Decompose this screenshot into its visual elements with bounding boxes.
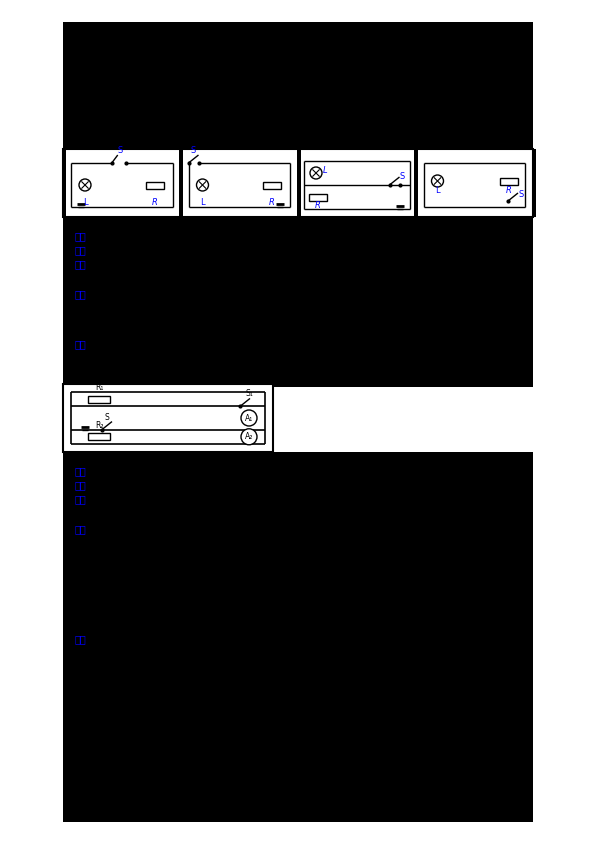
Circle shape bbox=[79, 179, 91, 191]
Bar bbox=[63, 384, 273, 452]
Text: L: L bbox=[83, 198, 87, 207]
Text: R: R bbox=[269, 198, 275, 207]
Text: R₂: R₂ bbox=[95, 421, 104, 429]
Text: 考点: 考点 bbox=[75, 231, 87, 241]
Text: 解答: 解答 bbox=[75, 289, 87, 299]
Bar bbox=[414, 149, 418, 217]
Bar bbox=[88, 434, 110, 440]
Bar bbox=[63, 149, 533, 217]
Text: 点评: 点评 bbox=[75, 339, 87, 349]
Text: L: L bbox=[435, 186, 440, 195]
Text: S: S bbox=[105, 413, 109, 422]
Bar bbox=[263, 182, 281, 189]
Text: S: S bbox=[518, 190, 524, 199]
Text: 专题: 专题 bbox=[75, 245, 87, 255]
Circle shape bbox=[431, 175, 443, 187]
Circle shape bbox=[241, 429, 257, 445]
Text: 专题: 专题 bbox=[75, 480, 87, 490]
Bar bbox=[531, 149, 536, 217]
Bar bbox=[63, 217, 533, 387]
Circle shape bbox=[310, 167, 322, 179]
Bar bbox=[500, 178, 518, 184]
Text: 点评: 点评 bbox=[75, 634, 87, 644]
Text: L: L bbox=[200, 198, 205, 207]
Bar bbox=[309, 194, 327, 200]
Text: A₁: A₁ bbox=[245, 413, 253, 423]
Bar bbox=[88, 396, 110, 402]
Text: S: S bbox=[117, 146, 123, 155]
Text: R₁: R₁ bbox=[95, 383, 103, 392]
Text: R: R bbox=[506, 186, 512, 195]
Text: R: R bbox=[152, 198, 158, 207]
Bar bbox=[146, 182, 164, 189]
Text: L: L bbox=[322, 166, 327, 175]
Text: S: S bbox=[191, 146, 196, 155]
Text: 考点: 考点 bbox=[75, 466, 87, 476]
Bar bbox=[63, 22, 533, 152]
Text: R: R bbox=[315, 201, 321, 210]
Bar bbox=[296, 149, 300, 217]
Text: 解答: 解答 bbox=[75, 524, 87, 534]
Text: S: S bbox=[400, 172, 405, 181]
Text: 分析: 分析 bbox=[75, 494, 87, 504]
Circle shape bbox=[241, 410, 257, 426]
Text: A₂: A₂ bbox=[245, 432, 253, 441]
Bar bbox=[63, 452, 533, 822]
Text: S₁: S₁ bbox=[245, 390, 253, 398]
Circle shape bbox=[196, 179, 208, 191]
Bar bbox=[179, 149, 183, 217]
Text: 分析: 分析 bbox=[75, 259, 87, 269]
Bar bbox=[61, 149, 65, 217]
